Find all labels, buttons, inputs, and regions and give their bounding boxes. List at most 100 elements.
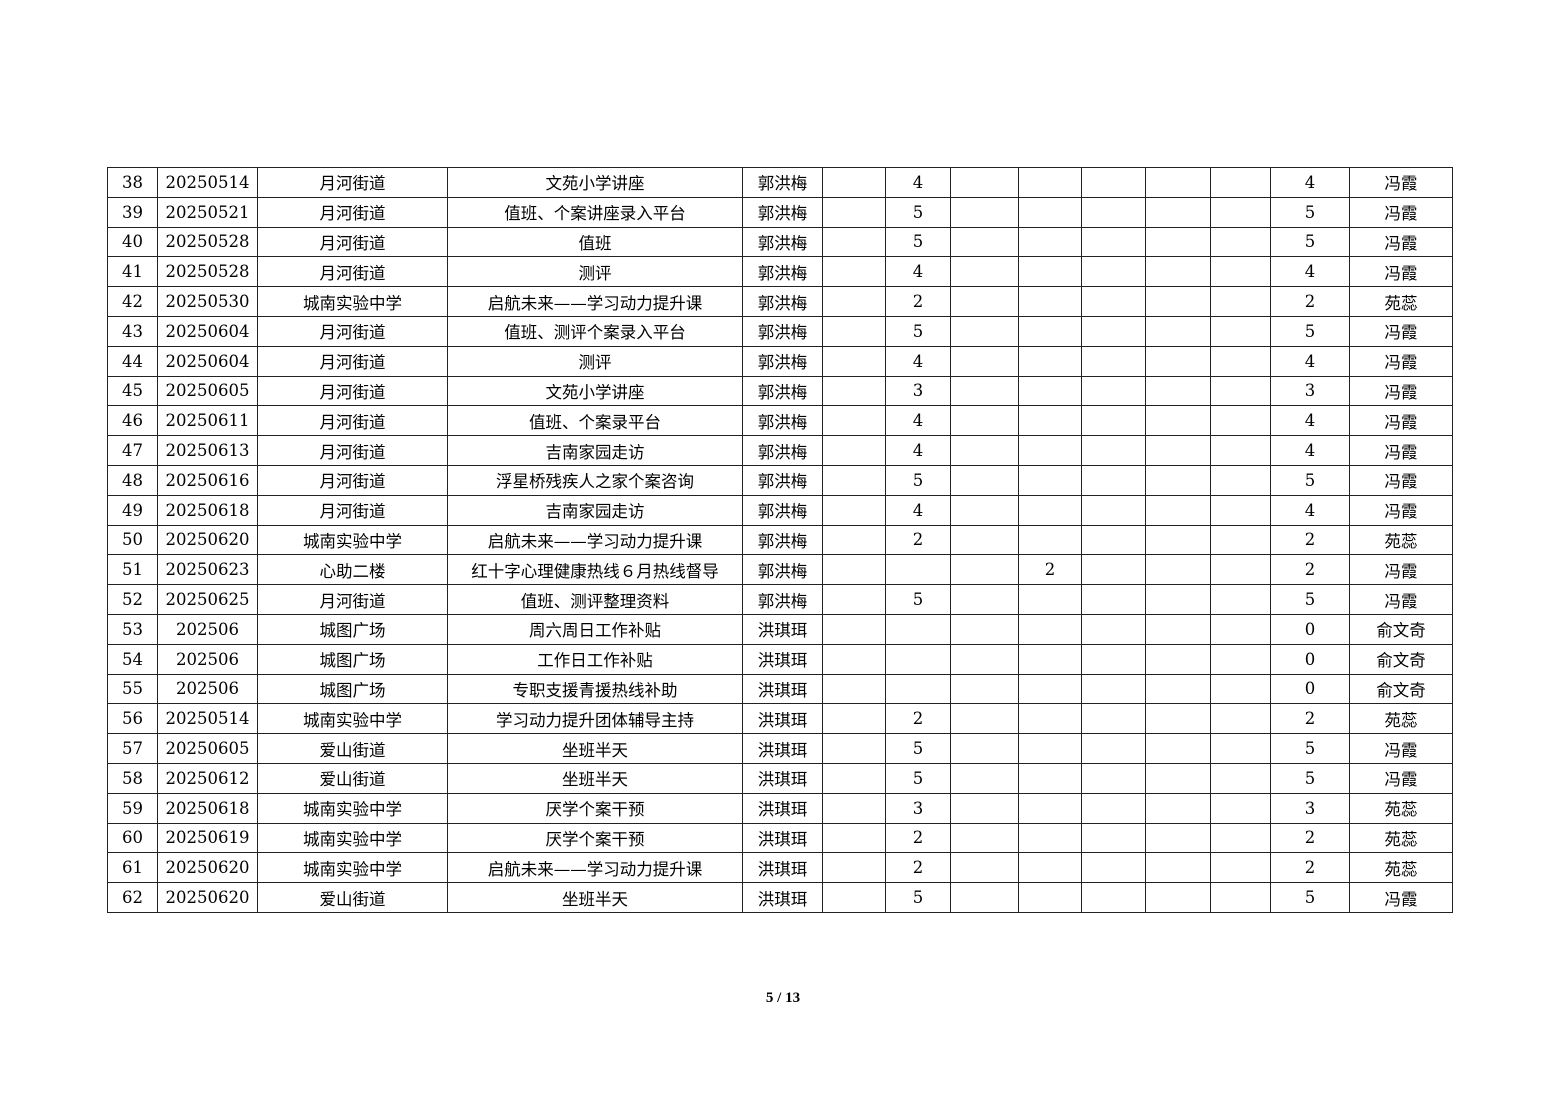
- cell-col-12: [1210, 643, 1271, 675]
- cell-location: 城南实验中学: [257, 703, 448, 735]
- cell-reviewer: 冯霞: [1349, 554, 1453, 586]
- cell-index: 46: [107, 405, 158, 437]
- cell-col-6: [822, 882, 886, 913]
- cell-col-11: [1145, 167, 1211, 198]
- cell-reviewer: 冯霞: [1349, 405, 1453, 437]
- cell-col-9: [1018, 375, 1082, 407]
- cell-staff: 郭洪梅: [742, 315, 823, 347]
- cell-index: 45: [107, 375, 158, 407]
- cell-col-6: [822, 345, 886, 377]
- cell-col-10: [1081, 196, 1146, 228]
- cell-col-11: [1145, 256, 1211, 288]
- cell-activity: 测评: [447, 256, 743, 288]
- cell-total: 5: [1270, 315, 1350, 347]
- cell-col-11: [1145, 464, 1211, 496]
- cell-col-12: [1210, 584, 1271, 615]
- cell-reviewer: 俞文奇: [1349, 673, 1453, 705]
- cell-total: 5: [1270, 762, 1350, 794]
- cell-index: 41: [107, 256, 158, 288]
- cell-total: 2: [1270, 703, 1350, 735]
- cell-hours: 3: [885, 792, 951, 824]
- cell-activity: 学习动力提升团体辅导主持: [447, 703, 743, 735]
- cell-col-11: [1145, 315, 1211, 347]
- cell-col-10: [1081, 762, 1146, 794]
- cell-col-12: [1210, 494, 1271, 526]
- cell-total: 3: [1270, 375, 1350, 407]
- cell-activity: 启航未来——学习动力提升课: [447, 286, 743, 317]
- cell-location: 城图广场: [257, 673, 448, 705]
- cell-staff: 洪琪珥: [742, 882, 823, 913]
- cell-col-10: [1081, 822, 1146, 854]
- table-row: 49 20250618 月河街道 吉南家园走访 郭洪梅 4 4 冯霞: [107, 494, 1453, 526]
- table-row: 56 20250514 城南实验中学 学习动力提升团体辅导主持 洪琪珥 2 2 苑蕊: [107, 703, 1453, 735]
- cell-col-8: [950, 554, 1019, 586]
- cell-index: 39: [107, 196, 158, 228]
- cell-col-10: [1081, 226, 1146, 258]
- cell-hours: 2: [885, 703, 951, 735]
- cell-total: 5: [1270, 196, 1350, 228]
- cell-col-8: [950, 852, 1019, 884]
- cell-col-10: [1081, 524, 1146, 556]
- cell-col-12: [1210, 405, 1271, 437]
- cell-reviewer: 冯霞: [1349, 315, 1453, 347]
- table-row: 45 20250605 月河街道 文苑小学讲座 郭洪梅 3 3 冯霞: [107, 375, 1453, 407]
- cell-col-9: [1018, 673, 1082, 705]
- cell-col-12: [1210, 345, 1271, 377]
- cell-staff: 洪琪珥: [742, 852, 823, 884]
- cell-col-6: [822, 256, 886, 288]
- cell-col-8: [950, 643, 1019, 675]
- cell-total: 5: [1270, 584, 1350, 615]
- cell-col-9: [1018, 494, 1082, 526]
- cell-col-8: [950, 435, 1019, 466]
- cell-col-11: [1145, 643, 1211, 675]
- cell-total: 4: [1270, 256, 1350, 288]
- cell-staff: 郭洪梅: [742, 226, 823, 258]
- cell-col-8: [950, 345, 1019, 377]
- table-row: 41 20250528 月河街道 测评 郭洪梅 4 4 冯霞: [107, 256, 1453, 288]
- cell-staff: 洪琪珥: [742, 643, 823, 675]
- cell-col-11: [1145, 345, 1211, 377]
- cell-col-8: [950, 703, 1019, 735]
- cell-hours: [885, 673, 951, 705]
- cell-col-11: [1145, 852, 1211, 884]
- cell-location: 城图广场: [257, 613, 448, 645]
- cell-date: 20250521: [157, 196, 258, 228]
- cell-col-6: [822, 792, 886, 824]
- table-body: 38 20250514 月河街道 文苑小学讲座 郭洪梅 4 4 冯霞 39 20250521 月河街…: [107, 167, 1453, 913]
- cell-col-11: [1145, 226, 1211, 258]
- table-row: 40 20250528 月河街道 值班 郭洪梅 5 5 冯霞: [107, 226, 1453, 258]
- cell-date: 20250613: [157, 435, 258, 466]
- cell-total: 0: [1270, 673, 1350, 705]
- cell-reviewer: 冯霞: [1349, 882, 1453, 913]
- cell-col-10: [1081, 673, 1146, 705]
- table-row: 54 202506 城图广场 工作日工作补贴 洪琪珥 0 俞文奇: [107, 643, 1453, 675]
- cell-col-12: [1210, 822, 1271, 854]
- cell-hours: 2: [885, 852, 951, 884]
- cell-total: 5: [1270, 733, 1350, 764]
- cell-date: 20250616: [157, 464, 258, 496]
- cell-reviewer: 苑蕊: [1349, 286, 1453, 317]
- cell-reviewer: 冯霞: [1349, 375, 1453, 407]
- cell-activity: 厌学个案干预: [447, 792, 743, 824]
- cell-location: 爱山街道: [257, 882, 448, 913]
- cell-activity: 文苑小学讲座: [447, 375, 743, 407]
- cell-hours: 4: [885, 405, 951, 437]
- cell-staff: 郭洪梅: [742, 286, 823, 317]
- cell-col-12: [1210, 613, 1271, 645]
- cell-col-9: [1018, 703, 1082, 735]
- cell-index: 52: [107, 584, 158, 615]
- cell-col-12: [1210, 435, 1271, 466]
- table-row: 38 20250514 月河街道 文苑小学讲座 郭洪梅 4 4 冯霞: [107, 167, 1453, 198]
- cell-col-6: [822, 703, 886, 735]
- cell-activity: 工作日工作补贴: [447, 643, 743, 675]
- cell-total: 2: [1270, 554, 1350, 586]
- cell-hours: 4: [885, 256, 951, 288]
- cell-total: 3: [1270, 792, 1350, 824]
- cell-total: 5: [1270, 226, 1350, 258]
- cell-date: 20250620: [157, 524, 258, 556]
- cell-col-6: [822, 643, 886, 675]
- cell-col-12: [1210, 196, 1271, 228]
- cell-col-10: [1081, 256, 1146, 288]
- cell-staff: 郭洪梅: [742, 256, 823, 288]
- cell-col-12: [1210, 286, 1271, 317]
